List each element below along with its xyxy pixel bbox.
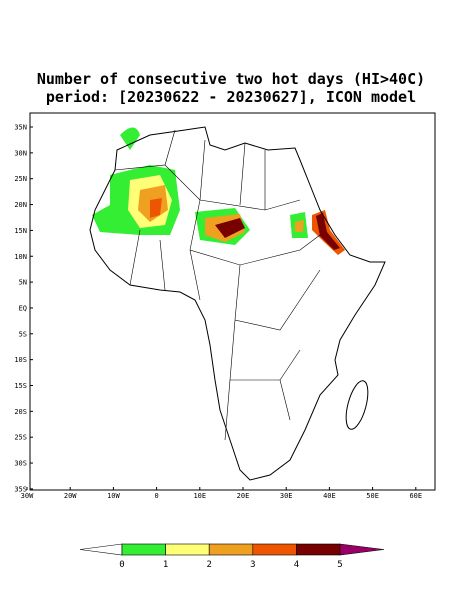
colorbar: 0 1 2 3 4 5 bbox=[79, 543, 385, 570]
map-frame bbox=[29, 112, 436, 491]
colorbar-bin bbox=[252, 543, 297, 556]
colorbar-tick-label: 4 bbox=[294, 560, 299, 570]
lat-label: 25S bbox=[14, 434, 27, 442]
colorbar-bin bbox=[121, 543, 166, 556]
colorbar-under bbox=[79, 543, 123, 556]
lat-label: 5S bbox=[19, 330, 27, 338]
lat-label: 5N bbox=[19, 279, 27, 287]
colorbar-tick-label: 3 bbox=[250, 560, 255, 570]
madagascar bbox=[345, 380, 369, 430]
lon-label: 50E bbox=[366, 492, 379, 500]
lon-label: 20E bbox=[237, 492, 250, 500]
colorbar-bin bbox=[165, 543, 210, 556]
lon-label: 60E bbox=[409, 492, 422, 500]
colorbar-bin bbox=[208, 543, 254, 556]
colorbar-over bbox=[339, 543, 385, 556]
lat-label: 15S bbox=[14, 382, 27, 390]
lon-label: 0 bbox=[154, 492, 158, 500]
lat-label: 30S bbox=[14, 460, 27, 468]
lon-label: 30W bbox=[21, 492, 34, 500]
lon-label: 30E bbox=[280, 492, 293, 500]
lat-label: 10S bbox=[14, 356, 27, 364]
lat-label: 30N bbox=[14, 149, 27, 157]
title-line: Number of consecutive two hot days (HI>4… bbox=[37, 70, 425, 88]
title-line: period: [20230622 - 20230627], ICON mode… bbox=[46, 88, 416, 106]
country-borders bbox=[114, 129, 321, 441]
lat-label: 10N bbox=[14, 253, 27, 261]
lon-label: 10E bbox=[193, 492, 206, 500]
lat-label: 25N bbox=[14, 175, 27, 183]
lon-label: 10W bbox=[107, 492, 120, 500]
lon-label: 40E bbox=[323, 492, 336, 500]
colorbar-bin bbox=[296, 543, 341, 556]
lat-label: 35N bbox=[14, 124, 27, 132]
axes-labels: 35N 30N 25N 20N 15N 10N 5N EQ 5S 10S 15S 20S 25S 30S 3… bbox=[14, 124, 422, 501]
lon-label: 20W bbox=[64, 492, 77, 500]
lat-label: 15N bbox=[14, 227, 27, 235]
colorbar-tick-label: 5 bbox=[337, 560, 342, 570]
lat-label: EQ bbox=[19, 304, 27, 312]
lat-label: 20S bbox=[14, 408, 27, 416]
hot-day-field bbox=[92, 127, 345, 255]
colorbar-tick-label: 0 bbox=[119, 560, 124, 570]
colorbar-tick-label: 1 bbox=[163, 560, 168, 570]
lat-label: 35S bbox=[14, 485, 27, 493]
lat-label: 20N bbox=[14, 201, 27, 209]
colorbar-tick-label: 2 bbox=[206, 560, 211, 570]
